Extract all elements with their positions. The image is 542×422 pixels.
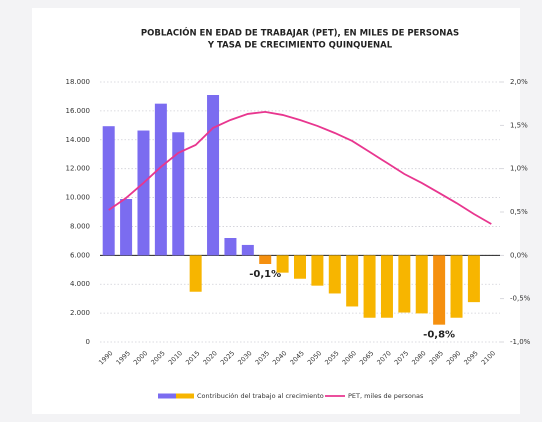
bar [398,255,411,313]
bar [467,255,480,303]
y2-tick-label: 2,0% [510,78,528,86]
bar [276,255,289,273]
bar [224,238,237,256]
y-tick-label: 6.000 [70,251,90,259]
bar [433,255,446,325]
y2-tick-label: 1,5% [510,121,528,129]
y2-tick-label: 0,0% [510,251,528,259]
bar [189,255,202,292]
annotation: -0,8% [423,330,455,341]
y2-tick-label: 1,0% [510,165,528,173]
bar [363,255,376,318]
y-tick-label: 10.000 [66,194,91,202]
legend-label: Contribución del trabajo al crecimiento [197,392,324,400]
y-tick-label: 2.000 [70,309,90,317]
legend-label: PET, miles de personas [348,392,424,400]
y-tick-label: 0 [86,338,90,346]
bar [346,255,359,307]
chart-title: POBLACIÓN EN EDAD DE TRABAJAR (PET), EN … [141,27,459,39]
bar [294,255,306,279]
bar [380,255,393,318]
bar [102,126,115,256]
y-tick-label: 12.000 [66,165,91,173]
bar [415,255,428,314]
legend-swatch [158,393,176,399]
legend-swatch [176,393,194,399]
y2-tick-label: -0,5% [510,295,531,303]
y-tick-label: 16.000 [66,107,91,115]
y2-tick-label: 0,5% [510,208,528,216]
bar [207,95,220,256]
y-tick-label: 18.000 [66,78,91,86]
y-tick-label: 4.000 [70,280,90,288]
annotation: -0,1% [249,269,281,280]
y-tick-label: 14.000 [66,136,91,144]
bar [120,199,133,256]
bar [172,132,185,256]
chart-title: Y TASA DE CRECIMIENTO QUINQUENAL [207,41,393,51]
y2-tick-label: -1,0% [510,338,531,346]
bar [259,255,272,264]
bar [311,255,324,286]
bar [241,244,254,256]
bar [328,255,341,294]
line [108,110,492,225]
y-tick-label: 8.000 [70,222,90,230]
bar [137,130,150,256]
bar [154,103,167,256]
bar [450,255,463,318]
